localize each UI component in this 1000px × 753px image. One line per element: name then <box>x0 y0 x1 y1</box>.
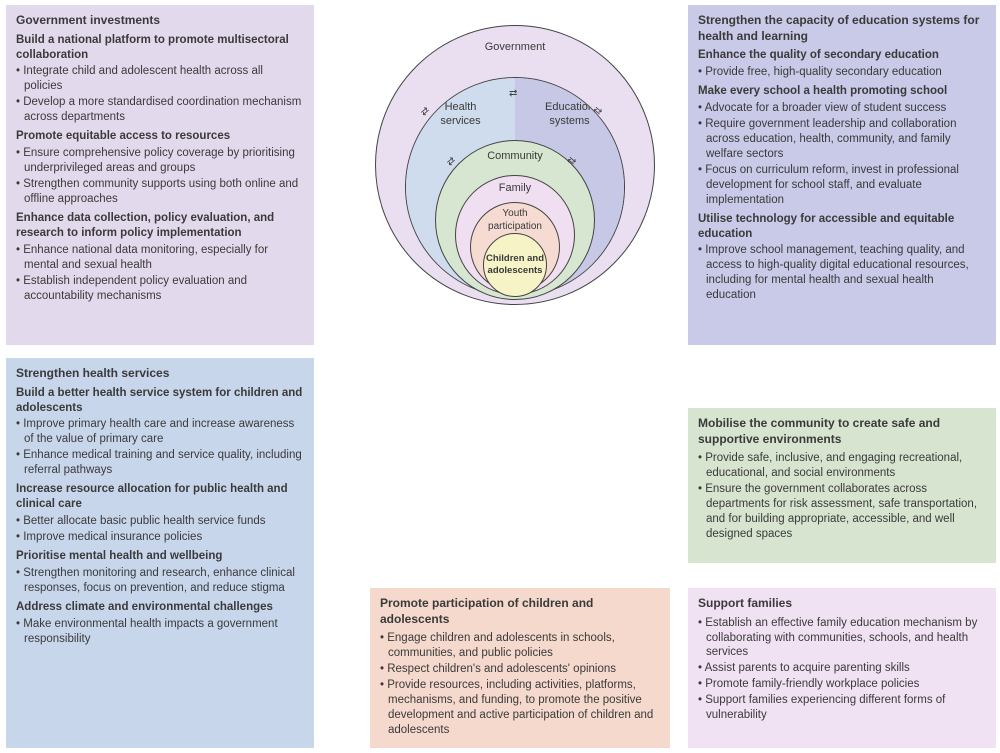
circle-label-edu: Education systems <box>515 100 624 129</box>
ecological-diagram: Government Health services Education sys… <box>365 5 665 335</box>
section-list: Improve school management, teaching qual… <box>698 243 986 303</box>
list-item: Support families experiencing different … <box>698 693 986 723</box>
list-item: Better allocate basic public health serv… <box>16 514 304 529</box>
list-item: Strengthen monitoring and research, enha… <box>16 566 304 596</box>
list-item: Develop a more standardised coordination… <box>16 95 304 125</box>
section-heading: Enhance data collection, policy evaluati… <box>16 211 304 241</box>
box-title: Support families <box>698 596 986 612</box>
section-list: Improve primary health care and increase… <box>16 417 304 478</box>
box-title: Government investments <box>16 13 304 29</box>
section-list: Enhance national data monitoring, especi… <box>16 243 304 304</box>
circle-label: Family <box>456 181 574 195</box>
section-heading: Prioritise mental health and wellbeing <box>16 549 304 564</box>
box-community: Mobilise the community to create safe an… <box>688 408 996 563</box>
section-list: Make environmental health impacts a gove… <box>16 617 304 647</box>
circle-label: Children and adolescents <box>484 253 546 278</box>
list-item: Improve primary health care and increase… <box>16 417 304 447</box>
list-item: Integrate child and adolescent health ac… <box>16 64 304 94</box>
list-item: Improve medical insurance policies <box>16 530 304 545</box>
box-participate: Promote participation of children and ad… <box>370 588 670 748</box>
list-item: Respect children's and adolescents' opin… <box>380 662 660 677</box>
arrows-icon <box>509 87 518 100</box>
list-item: Ensure the government collaborates acros… <box>698 482 986 542</box>
list-item: Promote family-friendly workplace polici… <box>698 677 986 692</box>
box-sections: Enhance the quality of secondary educati… <box>698 48 986 303</box>
section-list: Ensure comprehensive policy coverage by … <box>16 146 304 207</box>
section-heading: Utilise technology for accessible and eq… <box>698 212 986 242</box>
box-title: Strengthen health services <box>16 366 304 382</box>
box-list: Provide safe, inclusive, and engaging re… <box>698 451 986 542</box>
circle-label: Government <box>376 40 654 54</box>
list-item: Provide safe, inclusive, and engaging re… <box>698 451 986 481</box>
box-families: Support families Establish an effective … <box>688 588 996 748</box>
list-item: Focus on curriculum reform, invest in pr… <box>698 163 986 208</box>
box-health: Strengthen health services Build a bette… <box>6 358 314 748</box>
list-item: Ensure comprehensive policy coverage by … <box>16 146 304 176</box>
box-list: Establish an effective family education … <box>698 616 986 724</box>
box-title: Strengthen the capacity of education sys… <box>698 13 986 44</box>
section-heading: Increase resource allocation for public … <box>16 482 304 512</box>
box-title: Mobilise the community to create safe an… <box>698 416 986 447</box>
section-list: Integrate child and adolescent health ac… <box>16 64 304 125</box>
section-list: Strengthen monitoring and research, enha… <box>16 566 304 596</box>
list-item: Establish independent policy evaluation … <box>16 274 304 304</box>
list-item: Require government leadership and collab… <box>698 117 986 162</box>
list-item: Make environmental health impacts a gove… <box>16 617 304 647</box>
list-item: Establish an effective family education … <box>698 616 986 661</box>
section-heading: Promote equitable access to resources <box>16 129 304 144</box>
box-government: Government investments Build a national … <box>6 5 314 345</box>
list-item: Assist parents to acquire parenting skil… <box>698 661 986 676</box>
list-item: Provide free, high-quality secondary edu… <box>698 65 986 80</box>
section-list: Provide free, high-quality secondary edu… <box>698 65 986 80</box>
section-heading: Build a better health service system for… <box>16 386 304 416</box>
list-item: Provide resources, including activities,… <box>380 678 660 738</box>
list-item: Engage children and adolescents in schoo… <box>380 631 660 661</box>
circle-children: Children and adolescents <box>483 233 547 297</box>
section-heading: Build a national platform to promote mul… <box>16 33 304 63</box>
list-item: Improve school management, teaching qual… <box>698 243 986 303</box>
box-list: Engage children and adolescents in schoo… <box>380 631 660 738</box>
section-list: Better allocate basic public health serv… <box>16 514 304 545</box>
section-heading: Address climate and environmental challe… <box>16 600 304 615</box>
circle-label: Youth participation <box>471 207 559 233</box>
list-item: Strengthen community supports using both… <box>16 177 304 207</box>
box-title: Promote participation of children and ad… <box>380 596 660 627</box>
section-heading: Make every school a health promoting sch… <box>698 84 986 99</box>
box-sections: Build a national platform to promote mul… <box>16 33 304 304</box>
box-sections: Build a better health service system for… <box>16 386 304 647</box>
section-list: Advocate for a broader view of student s… <box>698 101 986 208</box>
section-heading: Enhance the quality of secondary educati… <box>698 48 986 63</box>
list-item: Advocate for a broader view of student s… <box>698 101 986 116</box>
list-item: Enhance medical training and service qua… <box>16 448 304 478</box>
list-item: Enhance national data monitoring, especi… <box>16 243 304 273</box>
box-education: Strengthen the capacity of education sys… <box>688 5 996 345</box>
